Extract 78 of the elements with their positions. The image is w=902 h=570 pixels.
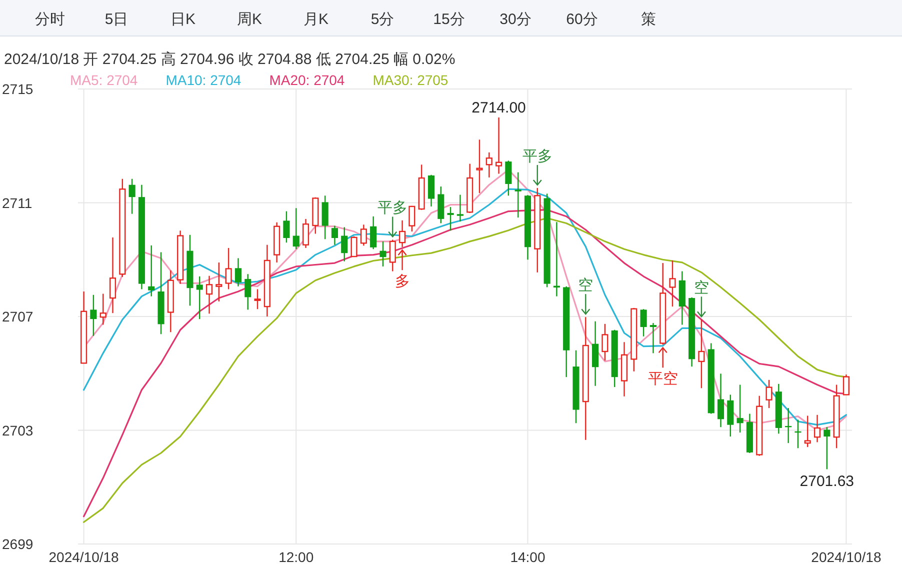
y-tick-label: 2715 [2, 81, 34, 97]
candlestick [495, 116, 502, 174]
candlestick [350, 236, 358, 258]
candlestick [698, 319, 705, 389]
candlestick [766, 379, 772, 409]
candlestick [216, 262, 222, 302]
text: MA20: 2704 [269, 72, 345, 88]
text: MA30: 2705 [372, 72, 448, 88]
candlestick [370, 216, 377, 250]
candlestick [640, 308, 647, 338]
candlestick [602, 323, 608, 362]
annotation: 2714.00 [472, 99, 526, 116]
candlestick [254, 288, 261, 310]
text: 日K [170, 11, 196, 28]
annotation: 2701.63 [800, 473, 854, 490]
text: 15分 [433, 11, 465, 28]
candlestick [428, 174, 435, 208]
y-tick-label: 2707 [2, 308, 34, 324]
candlestick [360, 224, 367, 246]
candlestick [128, 178, 136, 214]
x-tick-label: 2024/10/18 [811, 549, 882, 565]
y-tick-label: 2711 [2, 194, 32, 211]
text: MA5: 2704 [70, 72, 138, 88]
candlestick [90, 294, 97, 336]
text: MA10: 2704 [166, 72, 242, 88]
candlestick [302, 218, 310, 249]
candlestick [389, 239, 396, 272]
candlestick [244, 274, 252, 310]
text: 分时 [35, 11, 65, 28]
y-tick-label: 2699 [2, 536, 34, 552]
candlestick [292, 208, 300, 250]
candlestick [592, 320, 599, 386]
candlestick [148, 244, 155, 297]
candlestick [476, 139, 483, 194]
text: 60分 [566, 11, 598, 28]
candlestick [650, 322, 656, 354]
candlestick [283, 210, 290, 244]
candlestick [341, 226, 348, 262]
candlestick [447, 206, 454, 232]
candlestick [456, 194, 464, 222]
candlestick [196, 276, 203, 320]
candlestick [234, 258, 242, 287]
x-tick-label: 14:00 [510, 549, 546, 565]
text: 5分 [370, 11, 394, 28]
chart-subtitle: 2024/10/18 开 2704.25 高 2704.96 收 2704.88 低 2704.25 幅 0.02% [4, 51, 456, 68]
candlestick [804, 415, 811, 448]
candlestick [380, 240, 386, 268]
candlestick [842, 374, 850, 396]
y-tick-label: 2703 [2, 422, 34, 438]
candlestick [824, 426, 830, 470]
candlestick [109, 236, 116, 314]
candlestick [225, 247, 232, 290]
candlestick [398, 220, 406, 248]
annotation: 平空 [648, 370, 678, 388]
candlestick [486, 152, 492, 178]
candlestick [505, 160, 512, 196]
text: 周K [236, 11, 262, 28]
candlestick [669, 260, 676, 308]
candlestick [814, 414, 821, 443]
text: 月K [303, 11, 329, 28]
annotation: 空 [694, 280, 709, 297]
text: 策 [641, 11, 656, 28]
text: 30分 [500, 11, 532, 28]
x-tick-label: 2024/10/18 [48, 549, 120, 565]
x-tick-label: 12:00 [278, 549, 314, 565]
candlestick [717, 373, 724, 428]
candlestick [408, 205, 416, 232]
text: 5日 [104, 11, 128, 28]
annotation: 空 [578, 277, 594, 294]
candlestick [206, 275, 213, 314]
candlestick [100, 293, 106, 326]
annotation: 多 [394, 273, 410, 290]
candlestick [514, 172, 522, 218]
annotation: 平多 [522, 148, 552, 165]
candlestick [331, 225, 338, 246]
annotation: 平多 [378, 200, 408, 217]
candlestick [322, 195, 328, 240]
candlestick [736, 384, 744, 434]
